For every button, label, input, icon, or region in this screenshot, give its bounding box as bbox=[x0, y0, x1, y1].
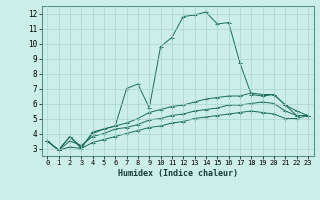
X-axis label: Humidex (Indice chaleur): Humidex (Indice chaleur) bbox=[118, 169, 237, 178]
